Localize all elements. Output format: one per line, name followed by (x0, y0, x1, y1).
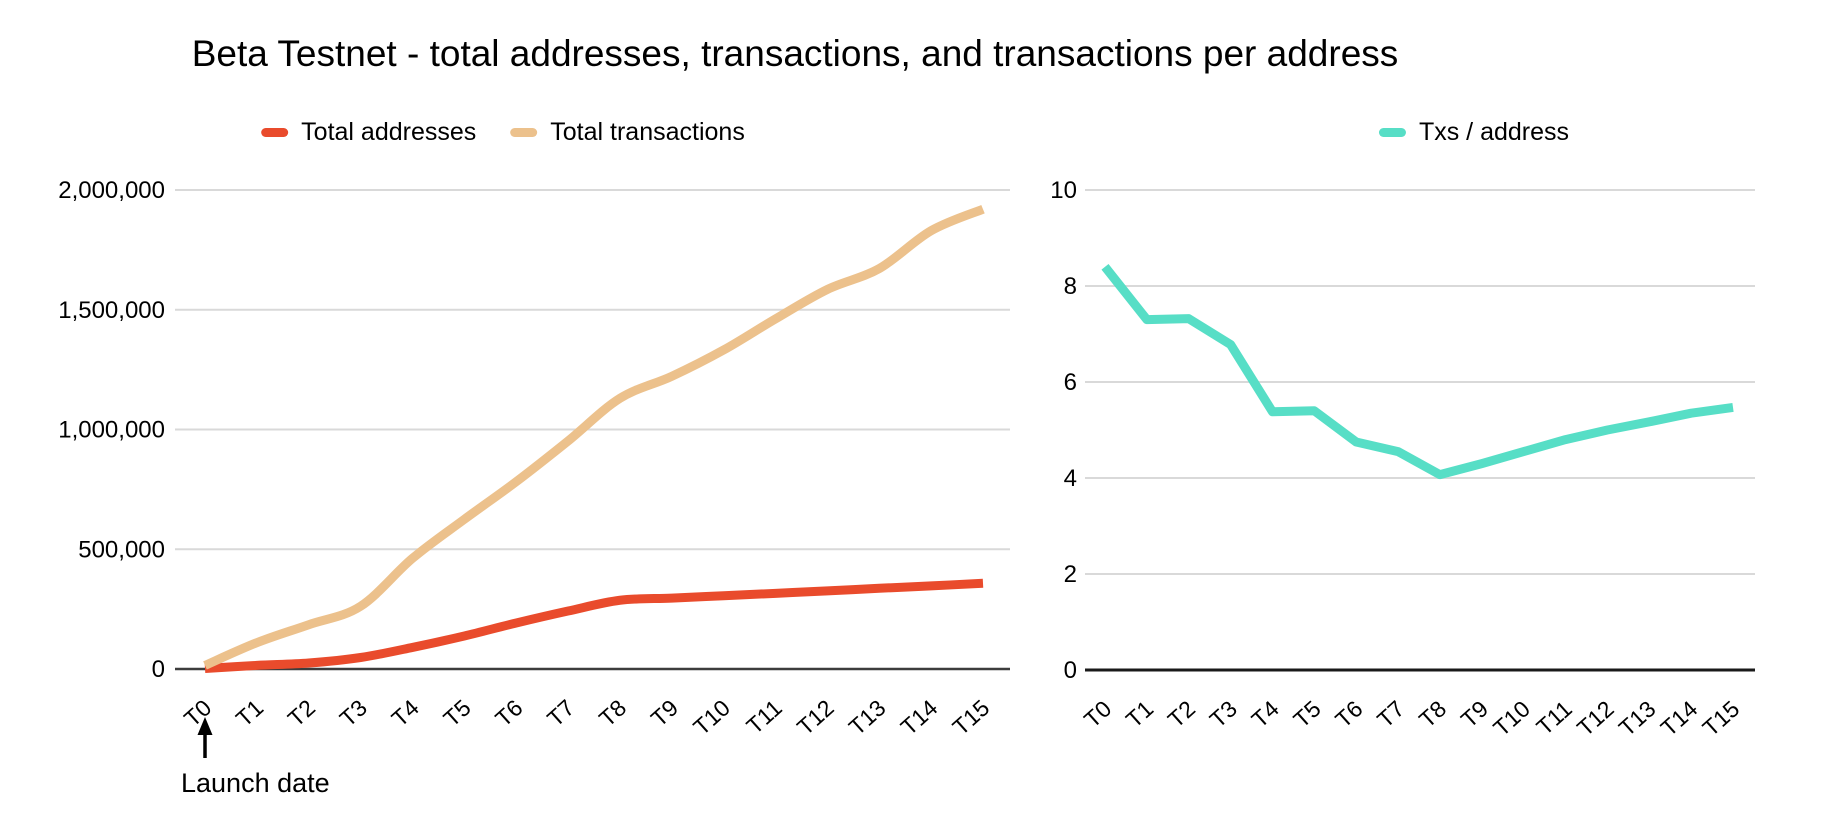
y-tick-label: 8 (1064, 273, 1077, 300)
legend-swatch-txs-per-address-icon (1378, 128, 1406, 137)
y-tick-label: 0 (1064, 657, 1077, 684)
legend-swatch-total-addresses-icon (261, 128, 289, 137)
x-tick-label: T3 (335, 694, 372, 731)
series-line-total-transactions (203, 204, 985, 670)
legend-item-txs-per-address: Txs / address (1378, 118, 1570, 147)
y-tick-label: 0 (152, 656, 165, 683)
x-tick-label: T2 (1163, 695, 1200, 732)
x-tick-label: T15 (1697, 695, 1744, 741)
x-tick-label: T12 (1572, 695, 1619, 741)
x-tick-label: T8 (594, 694, 631, 731)
x-tick-label: T10 (1488, 695, 1535, 741)
x-tick-label: T1 (231, 694, 268, 731)
legend-label-total-addresses: Total addresses (301, 118, 477, 146)
x-tick-label: T15 (947, 694, 994, 740)
legend-label-txs-per-address: Txs / address (1418, 118, 1570, 146)
up-arrow-head-icon (197, 717, 213, 735)
y-tick-label: 4 (1064, 465, 1077, 492)
series-line-total-addresses (204, 578, 984, 674)
x-tick-label: T9 (646, 694, 683, 731)
x-tick-label: T4 (386, 694, 423, 731)
x-tick-label: T12 (792, 694, 839, 740)
x-tick-label: T2 (283, 694, 320, 731)
x-tick-label: T13 (1614, 695, 1661, 741)
legend-item-total-transactions: Total transactions (510, 118, 745, 147)
left-chart: 0 500,000 1,000,000 1,500,000 2,000,000 T0 T1 T… (58, 177, 1010, 740)
x-tick-label: T0 (1079, 695, 1116, 732)
x-tick-label: T11 (741, 694, 787, 739)
y-tick-label: 2,000,000 (58, 177, 165, 204)
x-tick-label: T0 (179, 694, 216, 731)
x-tick-label: T10 (688, 694, 735, 740)
x-tick-label: T14 (896, 694, 943, 740)
legend-swatch-total-transactions-icon (510, 128, 538, 137)
legend-left-chart: Total addresses Total transactions (261, 118, 745, 147)
y-tick-label: 2 (1064, 561, 1077, 588)
x-tick-label: T5 (438, 694, 475, 731)
x-tick-label: T14 (1656, 695, 1703, 741)
page-title: Beta Testnet - total addresses, transact… (191, 33, 1399, 74)
x-tick-label: T9 (1456, 695, 1493, 732)
x-tick-label: T13 (844, 694, 891, 740)
x-tick-label: T7 (1372, 695, 1409, 732)
x-tick-label: T1 (1121, 695, 1158, 732)
legend-label-total-transactions: Total transactions (550, 118, 745, 146)
legend-right-chart: Txs / address (1378, 118, 1570, 147)
series-line-txs-address (1101, 264, 1734, 480)
x-tick-label: T3 (1205, 695, 1242, 732)
x-tick-label: T4 (1246, 695, 1283, 732)
x-tick-label: T6 (490, 694, 527, 731)
y-tick-label: 500,000 (78, 536, 165, 563)
x-tick-label: T7 (542, 694, 579, 731)
x-tick-label: T6 (1330, 695, 1367, 732)
x-tick-label: T5 (1288, 695, 1325, 732)
y-tick-label: 6 (1064, 369, 1077, 396)
x-tick-label: T8 (1414, 695, 1451, 732)
launch-date-annotation: Launch date (181, 717, 330, 798)
legend-item-total-addresses: Total addresses (261, 118, 476, 147)
launch-date-label: Launch date (181, 768, 330, 798)
x-tick-label: T11 (1531, 695, 1577, 740)
y-tick-label: 10 (1050, 177, 1077, 204)
y-tick-label: 1,000,000 (58, 417, 165, 444)
y-tick-label: 1,500,000 (58, 297, 165, 324)
